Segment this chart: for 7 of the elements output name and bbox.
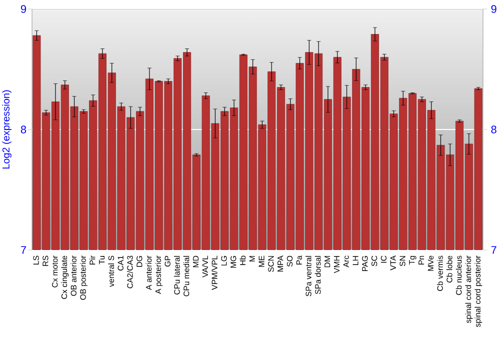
y-tick-label: 7	[21, 246, 26, 254]
y2-tick-label: 9	[491, 5, 496, 13]
y-tick-label: 9	[20, 5, 26, 13]
y-axis-title: Log2 (expression)	[2, 90, 12, 169]
y2-tick-label: 7	[491, 246, 496, 254]
y2-tick-label: 8	[491, 126, 496, 134]
y-tick-label: 8	[20, 126, 26, 134]
